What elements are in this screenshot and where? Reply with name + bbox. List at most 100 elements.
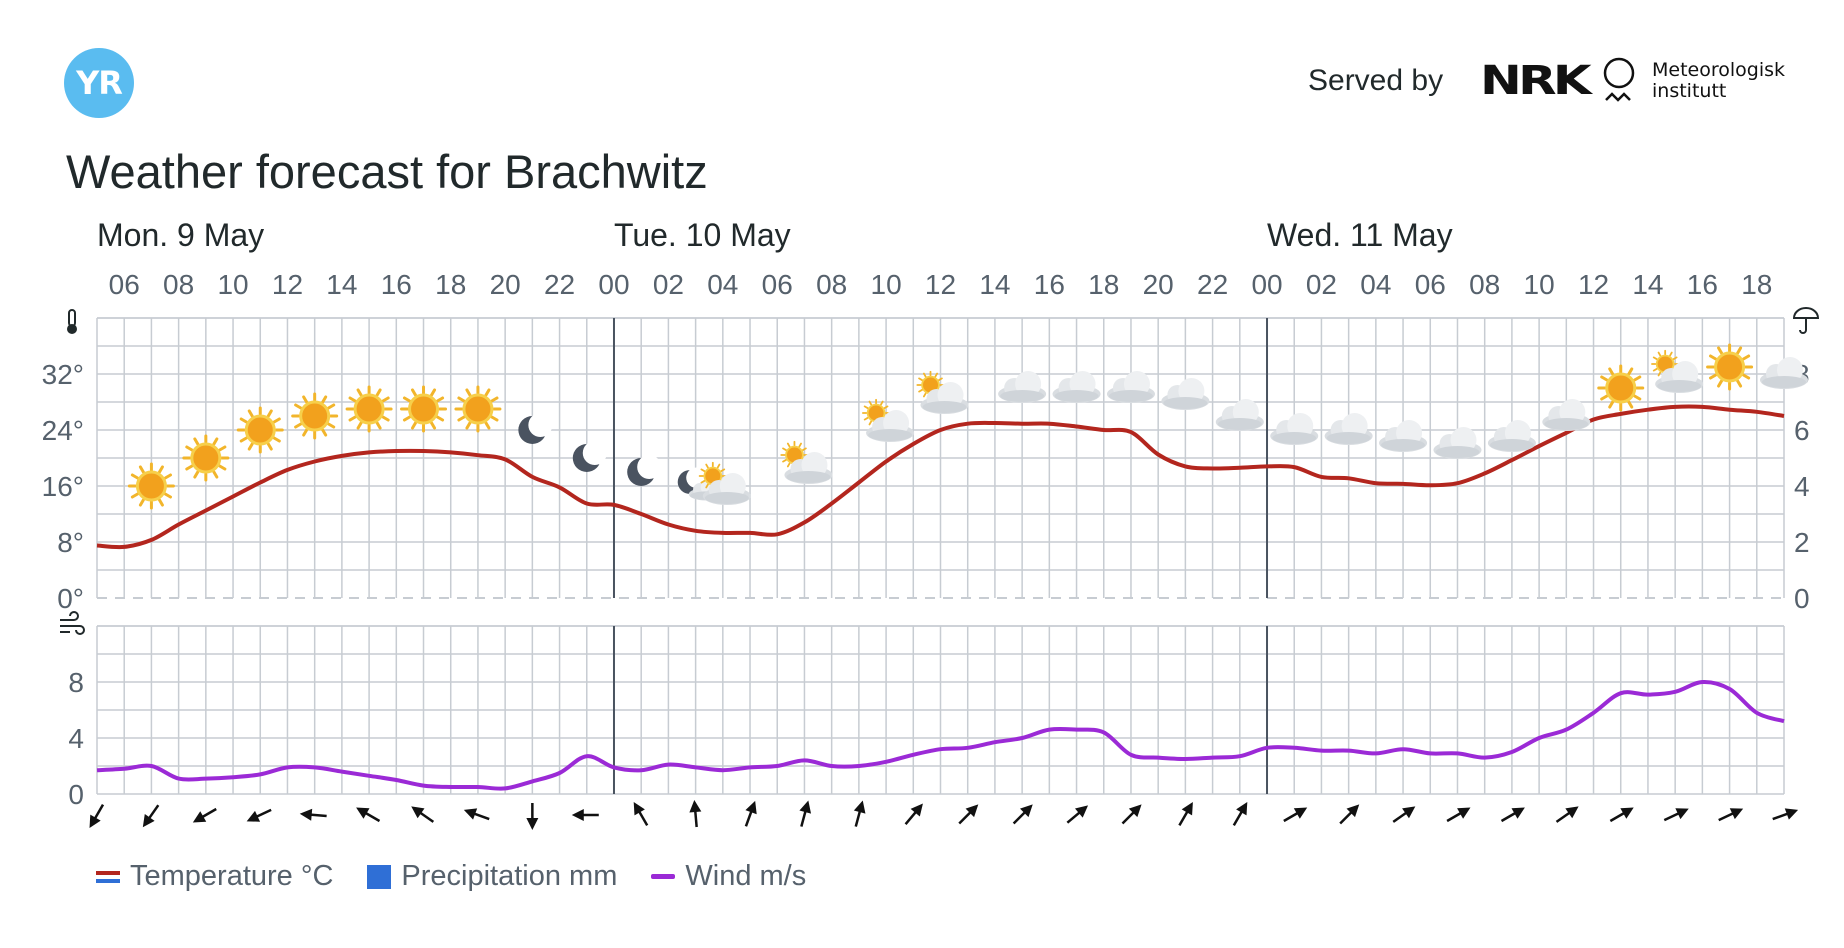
met-line-1: Meteorologisk bbox=[1652, 59, 1786, 81]
sun-icon bbox=[236, 406, 284, 454]
hour-tick-label: 06 bbox=[1415, 269, 1446, 300]
wind-arrow-icon bbox=[1232, 802, 1248, 827]
day-label: Wed. 11 May bbox=[1267, 217, 1453, 253]
hour-tick-label: 22 bbox=[1197, 269, 1228, 300]
sun-cloud-icon bbox=[698, 461, 751, 505]
hour-tick-label: 14 bbox=[326, 269, 357, 300]
hour-tick-label: 16 bbox=[381, 269, 412, 300]
sun-icon bbox=[1706, 343, 1754, 391]
legend-label-precipitation: Precipitation mm bbox=[401, 860, 618, 892]
wind-arrow-icon bbox=[192, 807, 217, 823]
served-by-label: Served by bbox=[1308, 64, 1444, 97]
hour-tick-label: 00 bbox=[598, 269, 629, 300]
wind-arrow-icon bbox=[1663, 808, 1689, 822]
hour-tick-label: 04 bbox=[1360, 269, 1391, 300]
header: YR Served by NRK Meteorologisk institutt… bbox=[0, 0, 1844, 198]
hour-tick-label: 16 bbox=[1034, 269, 1065, 300]
sun-cloud-icon bbox=[916, 370, 969, 414]
sun-icon bbox=[127, 462, 175, 510]
wind-arrow-icon bbox=[1609, 807, 1634, 823]
legend-item-precipitation[interactable]: Precipitation mm bbox=[367, 860, 617, 893]
wind-arrow-icon bbox=[1500, 807, 1525, 823]
wind-swatch bbox=[651, 874, 676, 879]
wind-arrow-icon bbox=[299, 808, 327, 821]
moon-icon bbox=[572, 441, 607, 472]
sun-icon bbox=[182, 434, 230, 482]
wind-arrow-icon bbox=[853, 800, 866, 827]
cloud-icon bbox=[998, 371, 1047, 403]
hour-tick-label: 18 bbox=[1088, 269, 1119, 300]
wind-arrow-icon bbox=[744, 800, 757, 827]
hour-tick-label: 18 bbox=[435, 269, 466, 300]
hour-tick-label: 06 bbox=[109, 269, 140, 300]
cloud-icon bbox=[1542, 399, 1591, 431]
hour-tick-label: 10 bbox=[871, 269, 902, 300]
sun-icon bbox=[400, 385, 448, 433]
wind-arrow-icon bbox=[463, 808, 490, 821]
wind-arrow-icon bbox=[1446, 807, 1471, 823]
yr-logo[interactable]: YR bbox=[64, 48, 134, 118]
temperature-line bbox=[96, 404, 1785, 550]
hour-tick-label: 12 bbox=[272, 269, 303, 300]
hour-tick-label: 12 bbox=[1578, 269, 1609, 300]
y-tick-label-temp: 16° bbox=[42, 471, 84, 502]
wind-arrow-icon bbox=[689, 800, 702, 828]
cloud-icon bbox=[1106, 371, 1155, 403]
sun-icon bbox=[345, 385, 393, 433]
hour-tick-label: 08 bbox=[1469, 269, 1500, 300]
wind-arrow-icon bbox=[142, 804, 160, 828]
hour-tick-label: 00 bbox=[1251, 269, 1282, 300]
met-institute-logo[interactable] bbox=[1600, 54, 1820, 114]
wind-arrow-icon bbox=[633, 802, 649, 827]
wind-arrow-icon bbox=[1339, 804, 1360, 825]
hour-tick-label: 02 bbox=[1306, 269, 1337, 300]
moon-icon bbox=[518, 413, 553, 444]
moon-icon bbox=[627, 455, 662, 486]
y-tick-label-precip: 0 bbox=[1794, 583, 1810, 614]
met-wave-icon bbox=[1605, 92, 1631, 102]
hour-tick-label: 22 bbox=[544, 269, 575, 300]
sun-icon bbox=[454, 385, 502, 433]
day-label: Tue. 10 May bbox=[614, 217, 791, 253]
nrk-logo[interactable]: NRK bbox=[1480, 58, 1592, 104]
wind-arrow-icon bbox=[958, 804, 979, 825]
wind-arrow-icon bbox=[89, 803, 105, 828]
hour-tick-label: 14 bbox=[1632, 269, 1663, 300]
cloud-icon bbox=[1379, 420, 1428, 452]
wind-arrow-icon bbox=[356, 807, 381, 823]
temperature-swatch bbox=[96, 870, 120, 883]
y-tick-label-temp: 8° bbox=[57, 527, 84, 558]
sun-icon bbox=[291, 392, 339, 440]
legend: Temperature °C Precipitation mm Wind m/s bbox=[96, 860, 806, 893]
legend-item-wind[interactable]: Wind m/s bbox=[651, 860, 806, 893]
met-line-2: institutt bbox=[1652, 80, 1727, 102]
cloud-icon bbox=[1161, 378, 1210, 410]
grid bbox=[96, 317, 1785, 795]
y-tick-label-precip: 6 bbox=[1794, 415, 1810, 446]
hour-tick-label: 12 bbox=[925, 269, 956, 300]
wind-arrow-icon bbox=[411, 806, 435, 823]
wind-arrow-icon bbox=[246, 808, 272, 822]
page-title: Weather forecast for Brachwitz bbox=[66, 145, 708, 198]
legend-item-temperature[interactable]: Temperature °C bbox=[96, 860, 333, 893]
cloud-icon bbox=[1324, 413, 1373, 445]
sun-cloud-icon bbox=[861, 398, 915, 442]
hour-tick-label: 18 bbox=[1741, 269, 1772, 300]
wind-arrow-icon bbox=[1121, 804, 1142, 825]
day-label: Mon. 9 May bbox=[97, 217, 264, 253]
legend-label-temperature: Temperature °C bbox=[130, 860, 334, 892]
wind-arrow-icon bbox=[1012, 804, 1033, 825]
hour-tick-label: 04 bbox=[707, 269, 738, 300]
precipitation-swatch bbox=[367, 864, 392, 889]
hour-tick-label: 08 bbox=[163, 269, 194, 300]
cloud-icon bbox=[1433, 427, 1482, 459]
hour-tick-label: 10 bbox=[217, 269, 248, 300]
met-institute-name: Meteorologisk institutt bbox=[1652, 60, 1785, 102]
hour-tick-label: 08 bbox=[816, 269, 847, 300]
y-tick-label-wind: 8 bbox=[68, 667, 84, 698]
cloud-icon bbox=[1270, 413, 1319, 445]
y-tick-label-temp: 24° bbox=[42, 415, 84, 446]
wind-line bbox=[96, 679, 1785, 791]
wind-arrow-icon bbox=[1555, 806, 1579, 823]
